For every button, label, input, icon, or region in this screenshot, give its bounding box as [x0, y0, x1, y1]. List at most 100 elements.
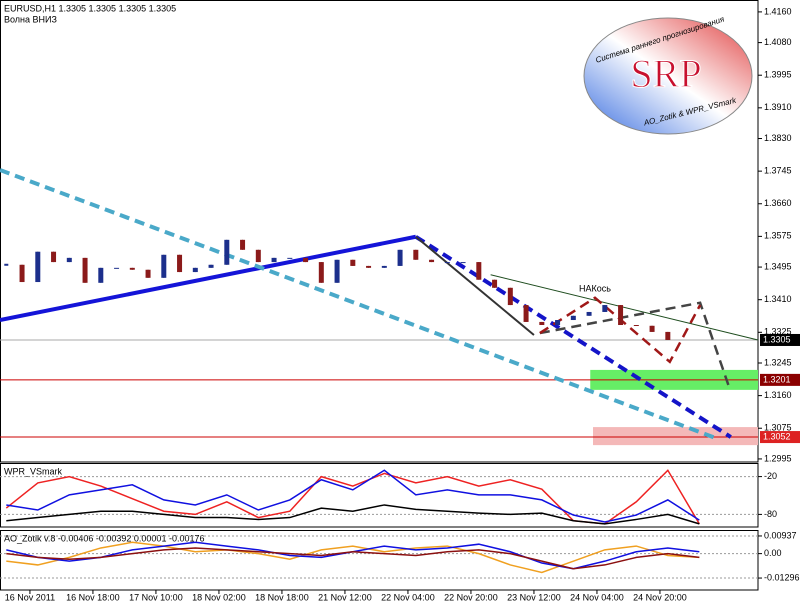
candle-body: [570, 315, 576, 321]
candle-body: [224, 239, 230, 265]
trend-line: [414, 235, 732, 439]
y-tick-label: 1.3660: [764, 198, 792, 208]
candle-body: [413, 249, 419, 260]
candle-body: [618, 305, 624, 326]
candle-body: [129, 267, 135, 270]
candle-body: [649, 325, 655, 332]
ao-panel-frame: [0, 530, 759, 591]
candle-body: [381, 265, 387, 268]
x-tick-label: 16 Nov 18:00: [66, 592, 120, 602]
candle-body: [602, 305, 608, 312]
candle-body: [145, 269, 151, 278]
y-tick-label: 0.00: [764, 548, 782, 558]
x-tick-label: 23 Nov 12:00: [507, 592, 561, 602]
candle-body: [51, 251, 57, 263]
y-tick-label: 1.3995: [764, 70, 792, 80]
x-tick-label: 24 Nov 20:00: [633, 592, 687, 602]
main-panel-frame: [0, 0, 759, 463]
candle-body: [19, 264, 25, 283]
candle-body: [523, 305, 529, 322]
y-tick-label: 0.00937: [764, 530, 797, 540]
x-tick-label: 22 Nov 20:00: [444, 592, 498, 602]
candle-body: [35, 251, 41, 283]
y-tick-label: -0.01296: [764, 572, 800, 582]
candle-body: [476, 262, 482, 280]
logo-badge: [583, 17, 753, 135]
candle-body: [555, 320, 561, 326]
annotation: НАКось: [579, 283, 611, 293]
candle-body: [271, 257, 277, 263]
y-tick-label: 1.3745: [764, 166, 792, 176]
candle-body: [240, 239, 246, 250]
chart-title: EURUSD,H1 1.3305 1.3305 1.3305 1.3305: [4, 3, 176, 13]
trend-line: [490, 274, 759, 341]
y-tick-label: 1.3410: [764, 294, 792, 304]
trend-line: [539, 296, 702, 364]
y-tick-label: 1.3245: [764, 357, 792, 367]
candle-body: [429, 259, 435, 263]
price-label: 1.3052: [763, 431, 791, 441]
y-tick-label: -80: [764, 509, 777, 519]
trend-line: [415, 235, 535, 336]
candle-body: [303, 257, 309, 263]
y-tick-label: 1.3160: [764, 390, 792, 400]
y-tick-label: 1.3830: [764, 133, 792, 143]
logo-name: SRP: [630, 51, 701, 96]
candle-body: [460, 262, 466, 264]
candle-body: [633, 325, 639, 327]
x-tick-label: 24 Nov 04:00: [570, 592, 624, 602]
x-tick-label: 18 Nov 02:00: [192, 592, 246, 602]
y-tick-label: 1.3910: [764, 102, 792, 112]
x-tick-label: 18 Nov 18:00: [255, 592, 309, 602]
x-tick-label: 21 Nov 12:00: [318, 592, 372, 602]
indicator-title: AO_Zotik v.8 -0.00406 -0.00392 0.00001 -…: [4, 533, 204, 543]
candle-body: [539, 321, 545, 326]
price-label-bg: [760, 431, 800, 444]
candle-body: [82, 257, 88, 283]
candle-body: [114, 267, 120, 269]
chart-subtitle: Волна ВНИЗ: [4, 14, 57, 24]
indicator-line: [6, 504, 700, 525]
target-zone: [593, 427, 758, 446]
x-tick-label: 17 Nov 10:00: [129, 592, 183, 602]
trend-line: [539, 301, 732, 391]
y-tick-label: 1.4080: [764, 37, 792, 47]
candle-body: [177, 254, 183, 273]
price-label: 1.3305: [763, 334, 791, 344]
trend-line: [0, 234, 417, 322]
candle-body: [66, 257, 72, 263]
price-label-bg: [760, 333, 800, 346]
candle-body: [255, 249, 261, 263]
y-tick-label: 1.2995: [764, 453, 792, 463]
y-tick-label: -20: [764, 471, 777, 481]
candle-body: [350, 259, 356, 266]
candle-body: [208, 264, 214, 268]
candle-body: [492, 279, 498, 288]
candle-body: [192, 267, 198, 273]
candle-body: [444, 262, 450, 264]
indicator-line: [6, 541, 700, 574]
candle-body: [397, 249, 403, 266]
candle-body: [586, 311, 592, 316]
candle-body: [507, 287, 513, 306]
y-tick-label: 1.4160: [764, 6, 792, 16]
price-label: 1.3201: [763, 374, 791, 384]
indicator-title: WPR_VSmark: [4, 466, 63, 476]
y-tick-label: 1.3075: [764, 423, 792, 433]
candle-body: [161, 254, 167, 278]
candle-body: [287, 257, 293, 259]
price-label-bg: [760, 373, 800, 386]
indicator-line: [6, 547, 700, 570]
candle-body: [98, 267, 104, 283]
candle-body: [334, 259, 340, 283]
y-tick-label: 1.3495: [764, 261, 792, 271]
candle-body: [318, 262, 324, 283]
y-tick-label: 1.3325: [764, 327, 792, 337]
candle-body: [366, 265, 372, 268]
indicator-line: [6, 469, 700, 523]
x-tick-label: 16 Nov 2011: [5, 592, 55, 602]
candle-body: [665, 331, 671, 340]
wpr-panel-frame: [0, 463, 759, 528]
